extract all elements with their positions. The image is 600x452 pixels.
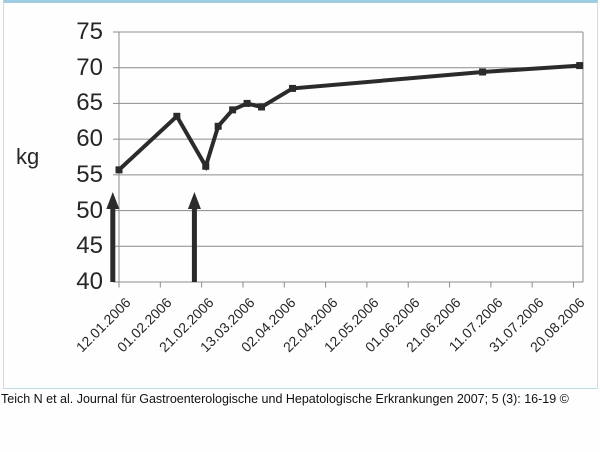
y-tick-label: 60	[76, 125, 103, 153]
data-point-marker	[289, 84, 297, 92]
y-tick-label: 65	[76, 89, 103, 117]
intervention-arrow-head	[187, 192, 201, 209]
citation-text: Teich N et al. Journal für Gastroenterol…	[1, 392, 569, 406]
data-point-marker	[576, 62, 584, 70]
y-axis-title: kg	[16, 144, 40, 169]
intervention-arrow-head	[106, 192, 120, 209]
data-point-marker	[229, 106, 237, 114]
y-tick-label: 40	[76, 268, 103, 295]
y-tick-label: 70	[76, 53, 103, 81]
y-tick-label: 55	[76, 160, 103, 188]
y-tick-label: 50	[76, 196, 103, 224]
data-point-marker	[115, 166, 123, 174]
intervention-arrow-shaft	[191, 207, 197, 282]
data-point-marker	[479, 68, 487, 76]
data-point-marker	[214, 122, 222, 130]
y-tick-label: 75	[76, 18, 103, 45]
data-point-marker	[258, 103, 266, 111]
data-point-marker	[173, 112, 181, 120]
weight-series-line	[117, 63, 580, 172]
data-point-marker	[202, 162, 210, 170]
y-tick-label: 45	[76, 232, 103, 260]
intervention-arrow-shaft	[110, 207, 116, 282]
slide-frame	[3, 0, 598, 389]
data-point-marker	[243, 99, 251, 107]
